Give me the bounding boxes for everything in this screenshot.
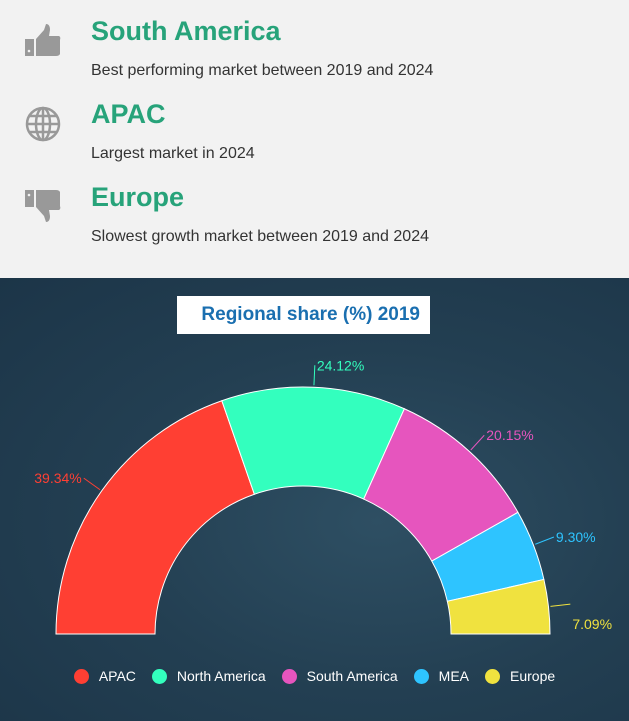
legend-item[interactable]: MEA	[413, 668, 470, 684]
label-leader-line	[83, 477, 101, 491]
legend-label: MEA	[438, 668, 470, 684]
data-label: 24.12%	[317, 357, 364, 373]
legend-item[interactable]: Europe	[485, 668, 555, 684]
legend-label: APAC	[98, 668, 136, 684]
legend-label: North America	[176, 668, 266, 684]
data-label: 9.30%	[556, 529, 596, 545]
data-label: 20.15%	[486, 427, 533, 443]
legend-item[interactable]: South America	[281, 668, 398, 684]
label-leader-line	[550, 603, 571, 607]
highlight-slowest: Europe Slowest growth market between 201…	[0, 182, 629, 264]
highlight-subtitle: Best performing market between 2019 and …	[91, 62, 434, 79]
legend-item[interactable]: APAC	[73, 668, 136, 684]
chart-panel: Regional share (%) 2019 39.34% 24.12% 20.1…	[0, 278, 629, 721]
highlights-section: South America Best performing market bet…	[0, 0, 629, 278]
legend-marker	[413, 668, 429, 684]
highlight-largest: APAC Largest market in 2024	[0, 99, 629, 181]
highlight-best: South America Best performing market bet…	[0, 16, 629, 98]
chart-title-text: Regional share (%) 2019	[201, 304, 420, 325]
half-donut-chart: 39.34% 24.12% 20.15% 9.30% 7.09%	[34, 357, 612, 635]
data-label: 39.34%	[34, 470, 81, 486]
highlight-subtitle: Slowest growth market between 2019 and 2…	[91, 228, 429, 245]
globe-icon	[25, 106, 61, 142]
thumbs-down-icon	[25, 190, 61, 222]
chart-title: Regional share (%) 2019	[177, 296, 430, 334]
highlight-title: Europe	[91, 182, 185, 212]
legend-marker	[485, 668, 501, 684]
legend-label: South America	[306, 668, 398, 684]
label-leader-line	[470, 434, 485, 451]
highlight-subtitle: Largest market in 2024	[91, 145, 255, 162]
slice-apac[interactable]	[55, 400, 255, 635]
legend-marker	[281, 668, 297, 684]
highlight-title: APAC	[91, 99, 166, 129]
legend-label: Europe	[510, 668, 556, 684]
label-leader-line	[313, 365, 316, 386]
legend-marker	[151, 668, 167, 684]
chart-legend: APAC North America South America MEA Europe	[0, 668, 629, 684]
slice-europe[interactable]	[446, 578, 551, 635]
legend-item[interactable]: North America	[151, 668, 266, 684]
legend-marker	[73, 668, 89, 684]
label-leader-line	[535, 536, 555, 545]
highlight-title: South America	[91, 16, 281, 46]
data-label: 7.09%	[572, 616, 612, 632]
thumbs-up-icon	[25, 24, 61, 56]
